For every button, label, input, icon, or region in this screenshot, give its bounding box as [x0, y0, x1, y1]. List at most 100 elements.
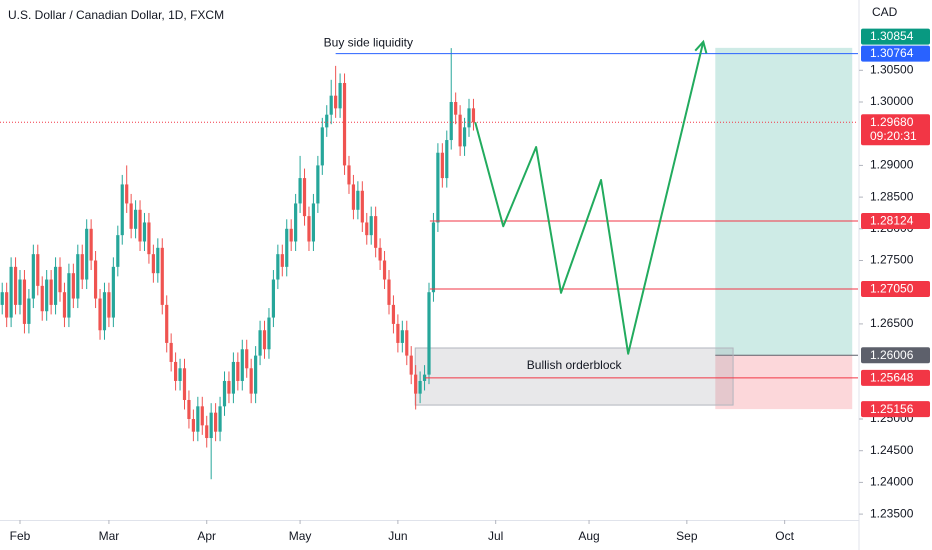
- candle-body: [36, 254, 40, 286]
- candle-body: [356, 190, 360, 210]
- candle-body: [254, 355, 258, 394]
- y-tick-label: 1.26500: [870, 316, 914, 330]
- candle-body: [387, 279, 391, 305]
- candle-body: [462, 127, 467, 147]
- candle-body: [471, 108, 476, 123]
- candle-body: [280, 254, 284, 267]
- orderblock-label: Bullish orderblock: [527, 358, 623, 372]
- x-tick-label: Jun: [388, 529, 407, 543]
- candle-body: [347, 165, 351, 185]
- candle-body: [458, 114, 462, 147]
- target-zone: [715, 47, 853, 356]
- y-tick-label: 1.23500: [870, 506, 914, 520]
- candle-body: [160, 247, 164, 305]
- x-tick-label: May: [289, 529, 312, 543]
- x-tick-label: Sep: [676, 529, 698, 543]
- candle-body: [418, 380, 422, 394]
- candle-body: [169, 342, 173, 362]
- liquidity-label: Buy side liquidity: [324, 36, 413, 50]
- candle-body: [342, 82, 347, 166]
- candle-body: [13, 266, 18, 305]
- candle-body: [240, 349, 244, 381]
- candle-body: [374, 216, 378, 248]
- candle-body: [62, 292, 67, 318]
- candle-body: [382, 260, 387, 280]
- y-tick-label: 1.29000: [870, 158, 914, 172]
- candle-body: [236, 361, 240, 381]
- candle-body: [147, 222, 151, 255]
- candle-body: [436, 152, 440, 223]
- candle-body: [262, 330, 267, 350]
- candle-body: [93, 260, 98, 299]
- candle-body: [405, 330, 409, 356]
- candle-body: [214, 412, 218, 432]
- candle-body: [414, 374, 418, 394]
- candle-body: [129, 203, 133, 229]
- candle-body: [133, 209, 138, 229]
- chart-title: U.S. Dollar / Canadian Dollar, 1D, FXCM: [8, 8, 224, 22]
- candle-body: [298, 178, 302, 204]
- y-tick-label: 1.24000: [870, 475, 914, 489]
- x-tick-label: Aug: [578, 529, 599, 543]
- currency: CAD: [872, 5, 898, 19]
- candle-body: [111, 266, 115, 318]
- candle-body: [227, 380, 231, 394]
- candle-body: [178, 368, 182, 381]
- price-tag: [861, 281, 930, 298]
- candle-body: [151, 254, 155, 274]
- candle-body: [294, 203, 298, 242]
- price-tag: [861, 212, 930, 229]
- price-tag: [861, 28, 930, 45]
- x-tick-label: Jul: [488, 529, 503, 543]
- candle-body: [53, 266, 58, 305]
- price-tag-label: 1.26006: [870, 348, 914, 362]
- candle-body: [422, 374, 427, 381]
- candle-body: [142, 222, 147, 242]
- price-tag-label: 1.30854: [870, 29, 914, 43]
- candle-body: [325, 114, 329, 128]
- candle-body: [89, 228, 93, 261]
- candle-body: [440, 152, 444, 179]
- projection: [474, 41, 705, 355]
- y-tick-label: 1.27500: [870, 253, 914, 267]
- candle-body: [311, 203, 316, 242]
- price-tag: [861, 347, 930, 364]
- candle-body: [18, 279, 22, 305]
- candle-body: [338, 82, 342, 109]
- candle-body: [267, 317, 271, 350]
- y-tick-label: 1.30000: [870, 94, 914, 108]
- candle-body: [271, 279, 276, 318]
- stop-zone: [715, 355, 853, 410]
- y-tick-label: 1.24500: [870, 443, 914, 457]
- candle-body: [320, 127, 324, 166]
- candle-body: [365, 222, 369, 236]
- projection-arrowhead: [694, 39, 708, 54]
- current-price-label: 1.29680: [870, 115, 914, 129]
- candle-body: [445, 140, 449, 179]
- candle-body: [71, 273, 75, 299]
- price-tag-label: 1.25648: [870, 371, 914, 385]
- candle-body: [285, 228, 289, 267]
- candle-body: [22, 279, 27, 324]
- candle-body: [427, 292, 431, 375]
- price-tag: [861, 401, 930, 418]
- x-tick-label: Apr: [197, 529, 216, 543]
- price-tag: [861, 369, 930, 386]
- countdown: 09:20:31: [870, 129, 917, 143]
- candle-body: [9, 266, 13, 318]
- orderblock: [414, 347, 734, 406]
- candle-body: [5, 292, 9, 318]
- candle-body: [222, 380, 227, 407]
- candle-body: [98, 298, 102, 331]
- candle-body: [120, 184, 124, 236]
- candle-body: [302, 178, 307, 217]
- candle-body: [258, 330, 262, 356]
- candle-body: [138, 209, 142, 242]
- candle-body: [49, 279, 53, 305]
- candle-body: [196, 406, 200, 432]
- candle-body: [218, 406, 222, 432]
- candle-body: [27, 298, 31, 324]
- candle-body: [369, 216, 373, 236]
- candle-body: [165, 304, 169, 343]
